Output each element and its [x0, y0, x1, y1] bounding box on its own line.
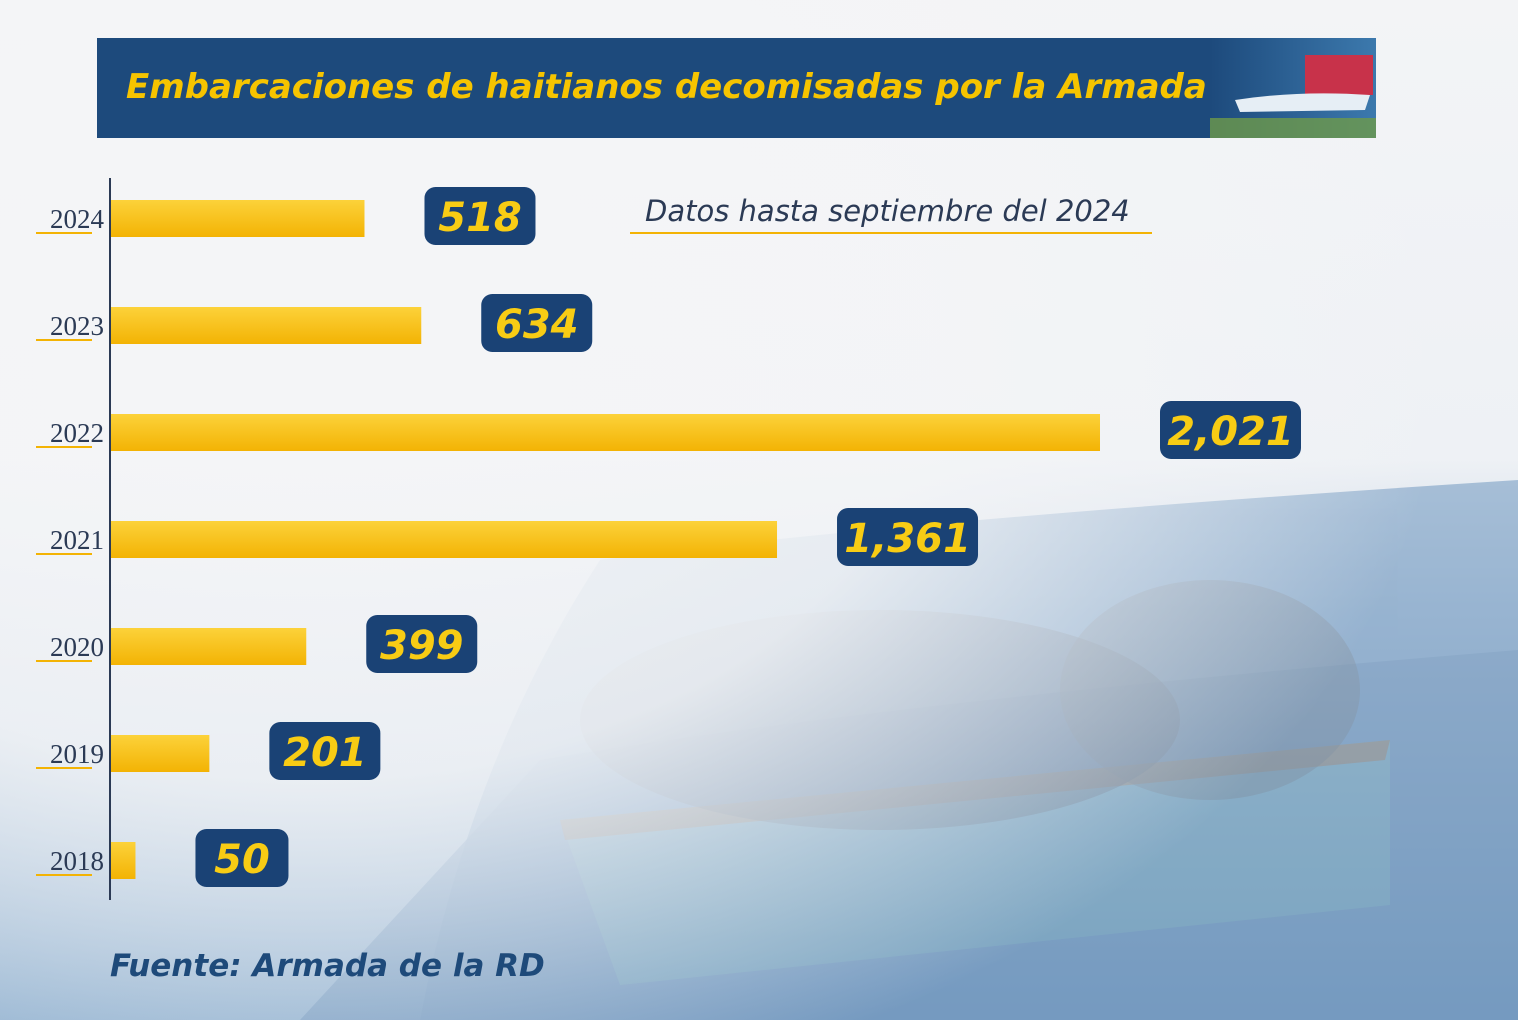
bars-layer: 2024 518 2023 634 2022 2,021 2021 1,361 2020 399 2… — [36, 187, 1301, 887]
banner-photo-building — [1305, 55, 1373, 95]
bar — [111, 628, 307, 665]
value-label: 2,021 — [1167, 409, 1294, 455]
bar — [111, 200, 365, 237]
year-label: 2022 — [50, 418, 104, 448]
value-badge — [837, 508, 979, 566]
value-label: 634 — [495, 302, 579, 348]
value-badge — [366, 615, 478, 673]
title-banner: Embarcaciones de haitianos decomisadas p… — [97, 38, 1376, 138]
chart-title: Embarcaciones de haitianos decomisadas p… — [126, 67, 1207, 107]
banner-photo-boat — [1235, 93, 1370, 112]
value-badge — [269, 722, 381, 780]
value-badge — [424, 187, 536, 245]
year-label: 2020 — [50, 632, 104, 662]
bar — [111, 521, 778, 558]
value-badge — [195, 829, 289, 887]
year-label: 2024 — [50, 204, 105, 234]
value-label: 50 — [214, 837, 270, 883]
bar — [111, 735, 210, 772]
year-label: 2019 — [50, 739, 104, 769]
bar — [111, 414, 1100, 451]
source-note: Fuente: Armada de la RD — [110, 948, 545, 984]
data-note: Datos hasta septiembre del 2024 — [645, 194, 1130, 228]
year-label: 2018 — [50, 846, 104, 876]
value-label: 1,361 — [844, 516, 971, 562]
bar — [111, 307, 422, 344]
value-label: 518 — [438, 195, 522, 241]
bar — [111, 842, 136, 879]
year-label: 2023 — [50, 311, 104, 341]
value-badge — [481, 294, 593, 352]
year-label: 2021 — [50, 525, 104, 555]
value-label: 399 — [380, 623, 464, 669]
value-badge — [1160, 401, 1301, 459]
value-label: 201 — [283, 730, 367, 776]
